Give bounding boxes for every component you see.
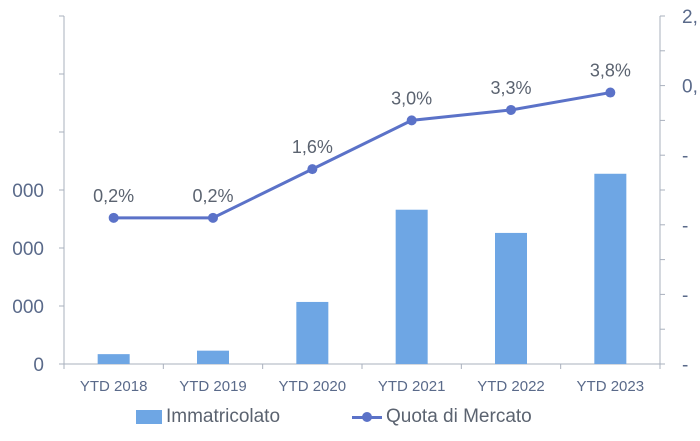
x-tick-label: YTD 2018 <box>80 378 148 395</box>
right-tick-label: - <box>682 216 688 237</box>
bar <box>197 350 229 364</box>
left-tick-label: 0 <box>33 355 44 376</box>
right-tick-label: - <box>682 285 688 306</box>
right-tick-label: - <box>682 355 688 376</box>
bar <box>97 354 130 364</box>
legend-item-bar: Immatricolato <box>136 406 280 428</box>
line-point <box>506 104 516 115</box>
left-tick-label: 000 <box>12 239 44 260</box>
bar <box>296 301 329 364</box>
right-tick-label: - <box>682 146 688 167</box>
line-point <box>307 164 318 175</box>
legend: Immatricolato Quota di Mercato <box>0 406 700 436</box>
data-label: 0,2% <box>93 186 134 206</box>
bar <box>395 209 428 364</box>
legend-bar-swatch <box>136 410 162 424</box>
line-point <box>406 115 417 126</box>
bar <box>495 232 527 364</box>
left-tick-label: 000 <box>12 297 44 318</box>
bar <box>594 173 627 364</box>
data-label: 1,6% <box>292 137 333 157</box>
x-tick-label: YTD 2023 <box>577 378 645 395</box>
x-tick-label: YTD 2021 <box>378 378 446 395</box>
line-series: 0,2% 0,2% 1,6% 3,0% 3,3% 3,8% <box>93 61 631 223</box>
data-label: 3,8% <box>590 61 631 81</box>
data-label: 3,0% <box>391 88 432 108</box>
bar-series <box>97 173 627 364</box>
line-point <box>605 87 616 98</box>
legend-line-label: Quota di Mercato <box>386 406 532 427</box>
legend-bar-label: Immatricolato <box>166 406 281 427</box>
line-point <box>208 212 218 223</box>
line-path <box>113 91 611 220</box>
right-tick-label: 2, <box>682 7 698 28</box>
left-tick-label: 000 <box>12 181 44 202</box>
line-point <box>108 212 119 223</box>
data-label: 3,3% <box>490 78 531 98</box>
data-label: 0,2% <box>192 186 233 206</box>
right-tick-label: 0, <box>682 77 698 98</box>
x-tick-label: YTD 2022 <box>477 378 545 395</box>
legend-item-line: Quota di Mercato <box>352 406 532 428</box>
x-tick-label: YTD 2019 <box>179 378 247 395</box>
legend-line-swatch <box>352 410 382 424</box>
chart-axes <box>59 15 665 369</box>
x-tick-label: YTD 2020 <box>279 378 347 395</box>
